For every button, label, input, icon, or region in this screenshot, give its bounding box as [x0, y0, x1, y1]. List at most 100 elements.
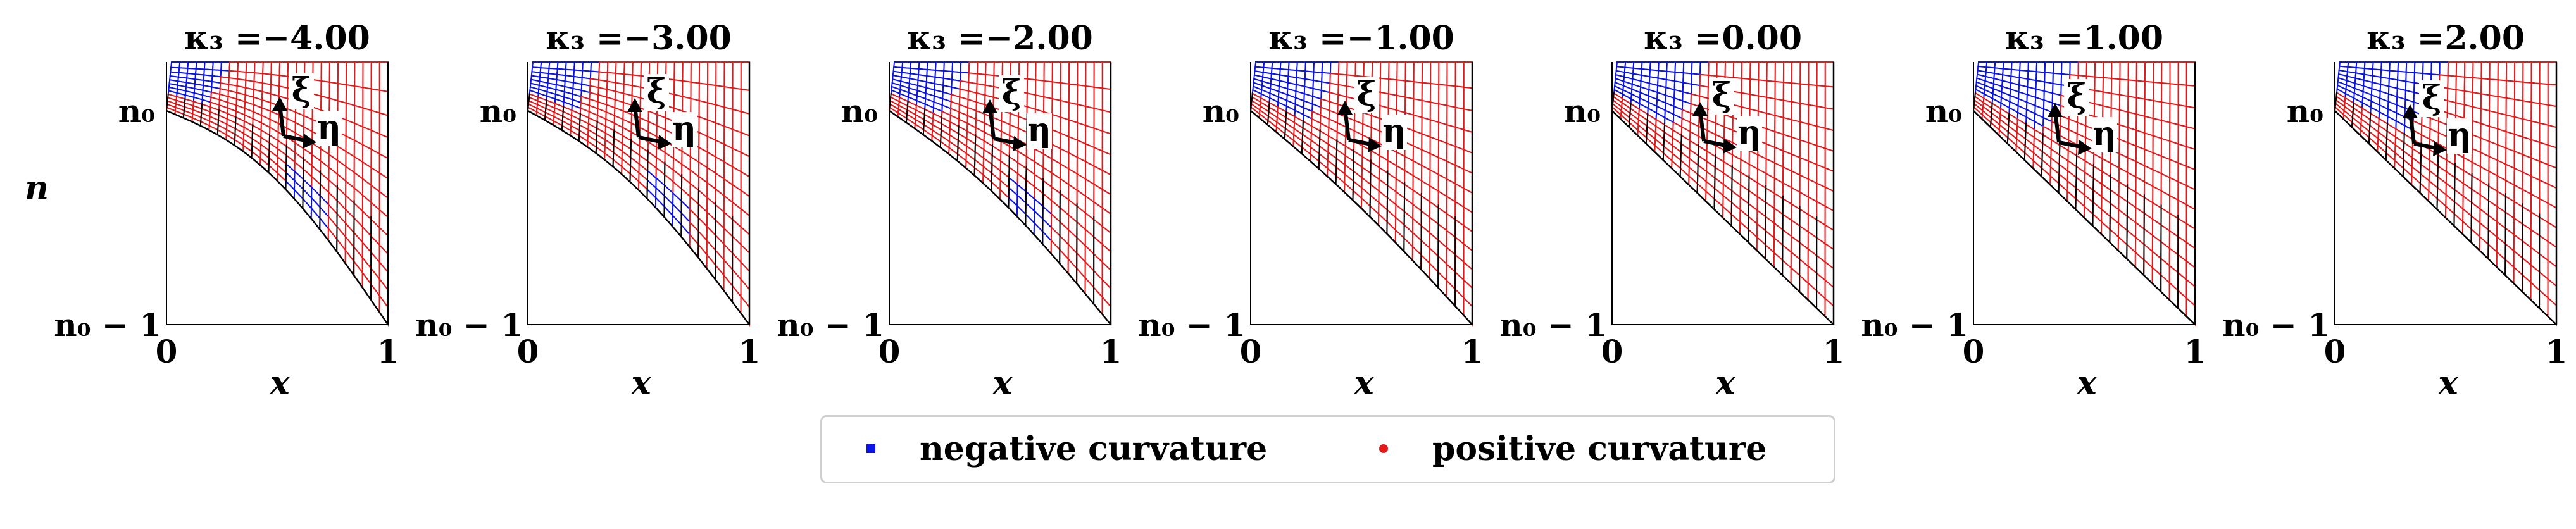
mesh-line-black	[578, 113, 581, 142]
x-tick-label-1: 1	[1100, 333, 1122, 370]
mesh-cell	[2497, 79, 2507, 99]
mesh-cell	[1824, 107, 1834, 132]
mesh-line-black	[1696, 144, 1699, 194]
xi-label-bg	[289, 73, 314, 109]
x-axis-label: x	[1715, 364, 1735, 402]
mesh-line-black	[1025, 166, 1027, 226]
mesh-cell	[1346, 61, 1356, 77]
mesh-cell	[337, 82, 347, 104]
mesh-line-black	[922, 108, 926, 135]
mesh-cell	[1782, 82, 1793, 103]
mesh-cell	[1438, 61, 1448, 87]
mesh-cell	[1741, 61, 1751, 80]
xi-label-bg	[2064, 79, 2089, 116]
mesh-cell	[362, 87, 372, 111]
mesh-cell	[1304, 61, 1315, 73]
xi-label: ξ	[647, 72, 666, 111]
mesh-cell	[1421, 82, 1432, 103]
mesh-cell	[2439, 61, 2449, 77]
mesh-cell	[2539, 61, 2549, 85]
legend-item-positive: positive curvature	[1379, 430, 1766, 468]
mesh-cell	[1699, 61, 1710, 77]
x-tick-label-1: 1	[2184, 333, 2206, 370]
mesh-line-black	[2351, 102, 2354, 128]
mesh-line-black	[199, 103, 203, 126]
mesh-cell	[2455, 61, 2466, 78]
mesh-cell	[2152, 81, 2163, 103]
mesh-line-black	[1301, 120, 1304, 154]
mesh-cell	[2069, 61, 2079, 77]
mesh-cell	[270, 61, 281, 77]
mesh-cell	[2077, 61, 2088, 77]
mesh-cell	[370, 88, 380, 114]
mesh-cell	[2185, 105, 2196, 130]
mesh-cell	[1430, 61, 1440, 85]
mesh-cell	[2135, 97, 2146, 118]
mesh-cell	[1413, 97, 1423, 118]
mesh-cell	[2547, 104, 2557, 128]
mesh-cell	[1691, 61, 1701, 75]
mesh-cell	[1396, 61, 1406, 82]
mesh-cell	[2513, 116, 2524, 138]
xi-label: ξ	[292, 71, 311, 109]
mesh-cell	[582, 61, 592, 72]
mesh-cell	[1035, 61, 1045, 82]
mesh-cell	[943, 61, 954, 73]
mesh-cell	[1782, 61, 1793, 84]
mesh-cell	[1766, 61, 1776, 83]
mesh-cell	[1824, 85, 1834, 110]
mesh-line-black	[2453, 163, 2456, 227]
mesh-cell	[253, 61, 264, 75]
panel-title: κ₃ =−1.00	[1268, 19, 1454, 58]
eta-label: η	[1737, 113, 1761, 152]
mesh-cell	[2161, 101, 2171, 123]
mesh-cell	[2522, 81, 2532, 103]
xi-label: ξ	[2422, 78, 2442, 117]
mesh-line-black	[680, 174, 683, 237]
mesh-cell	[2110, 92, 2121, 111]
mesh-cell	[320, 80, 330, 99]
mesh-cell	[623, 61, 634, 76]
mesh-cell	[590, 61, 601, 73]
x-tick-label-0: 0	[517, 333, 539, 370]
eta-label-bg	[2092, 117, 2117, 152]
mesh-cell	[1824, 61, 1834, 88]
eta-arrowhead	[1013, 136, 1027, 151]
mesh-cell	[2522, 100, 2532, 122]
mesh-line-black	[2334, 92, 2338, 111]
y-tick-label-n0-minus-1: n₀ − 1	[777, 306, 884, 344]
legend-label-positive: positive curvature	[1432, 429, 1767, 468]
mesh-cell	[2463, 61, 2474, 78]
xi-label: ξ	[1357, 75, 1377, 113]
mesh-cell	[2127, 79, 2137, 99]
mesh-cell	[1101, 61, 1111, 90]
mesh-cell	[2505, 61, 2516, 82]
mesh-line-black	[905, 100, 909, 123]
panel-5: κ₃ =0.00 n₀ n₀ − 10 1 x ξη	[1499, 19, 1844, 402]
eta-label-bg	[672, 112, 697, 147]
mesh-cell	[2177, 104, 2187, 128]
mesh-cell	[565, 61, 575, 71]
mesh-cell	[1388, 61, 1398, 81]
mesh-cell	[1749, 78, 1760, 97]
mesh-line-black	[595, 120, 598, 154]
mesh-line-black	[2436, 152, 2439, 210]
mesh-cell	[2169, 103, 2179, 126]
mesh-cell	[1077, 61, 1087, 87]
mesh-cell	[211, 61, 222, 72]
mesh-cell	[2480, 78, 2491, 96]
x-tick-label-1: 1	[739, 333, 761, 370]
mesh-line-black	[1662, 123, 1666, 161]
mesh-cell	[2127, 61, 2137, 82]
eta-label-bg	[2447, 118, 2472, 154]
mesh-cell	[1749, 61, 1760, 81]
mesh-line-black	[285, 144, 287, 190]
mesh-cell	[732, 61, 742, 90]
mesh-cell	[1413, 61, 1423, 84]
mesh-cell	[2185, 84, 2196, 109]
lower-boundary	[166, 109, 389, 325]
mesh-cell	[1438, 84, 1448, 107]
y-tick-label-n0: n₀	[1925, 92, 1962, 130]
mesh-cell	[1649, 61, 1660, 72]
x-tick-label-0: 0	[2324, 333, 2346, 370]
